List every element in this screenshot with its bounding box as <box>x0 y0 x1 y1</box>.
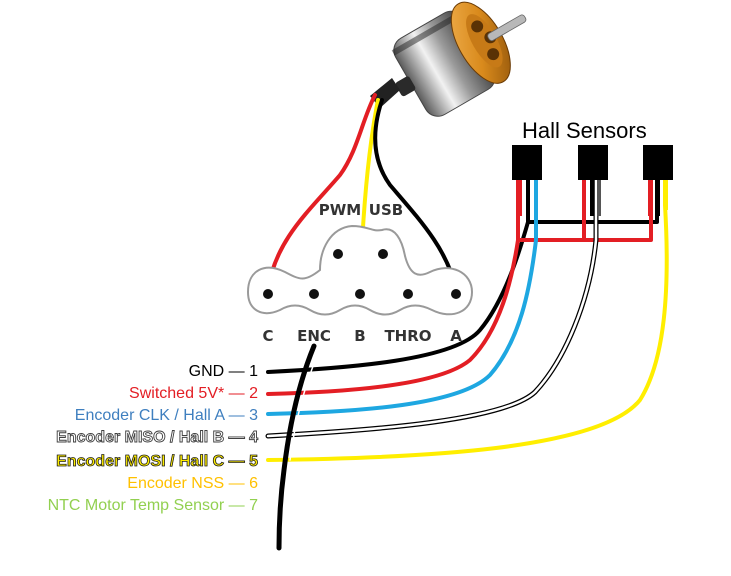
pin-hole-pwm <box>333 249 343 259</box>
hall-sensors-title: Hall Sensors <box>522 118 647 143</box>
pin-label-usb: USB <box>369 201 403 219</box>
hall-sensor-wires <box>265 177 669 551</box>
pin-hole-thro <box>403 289 413 299</box>
hall-sensor-2 <box>578 145 608 216</box>
pin-label-pwm: PWM <box>319 201 361 219</box>
pin-hole-a <box>451 289 461 299</box>
wire-label-gnd: GND — 1 <box>189 363 258 380</box>
connector: PWM USB C ENC B THRO A <box>246 201 474 345</box>
phase-wire-a <box>373 98 458 292</box>
pin-label-a: A <box>450 327 462 345</box>
hall-sensor-3 <box>643 145 673 216</box>
pin-hole-usb <box>378 249 388 259</box>
pin-label-c: C <box>262 327 273 345</box>
pin-hole-enc <box>309 289 319 299</box>
wire-label-miso: Encoder MISO / Hall B — 4 <box>56 429 258 446</box>
motor <box>370 1 527 117</box>
wire-label-nss: Encoder NSS — 6 <box>127 475 258 492</box>
phase-wire-c <box>266 93 377 292</box>
wire-label-clk: Encoder CLK / Hall A — 3 <box>75 407 258 424</box>
wire-label-ntc: NTC Motor Temp Sensor — 7 <box>48 497 259 514</box>
pin-label-b: B <box>354 327 365 345</box>
pin-label-enc: ENC <box>297 327 331 345</box>
pin-hole-c <box>263 289 273 299</box>
wire-legend: GND — 1 Switched 5V* — 2 Encoder CLK / H… <box>48 363 259 514</box>
hall-sensor-1 <box>512 145 542 216</box>
wire-label-5v: Switched 5V* — 2 <box>129 385 258 402</box>
pin-label-thro: THRO <box>384 327 431 345</box>
pin-hole-b <box>355 289 365 299</box>
wire-label-mosi: Encoder MOSI / Hall C — 5 <box>56 453 258 470</box>
